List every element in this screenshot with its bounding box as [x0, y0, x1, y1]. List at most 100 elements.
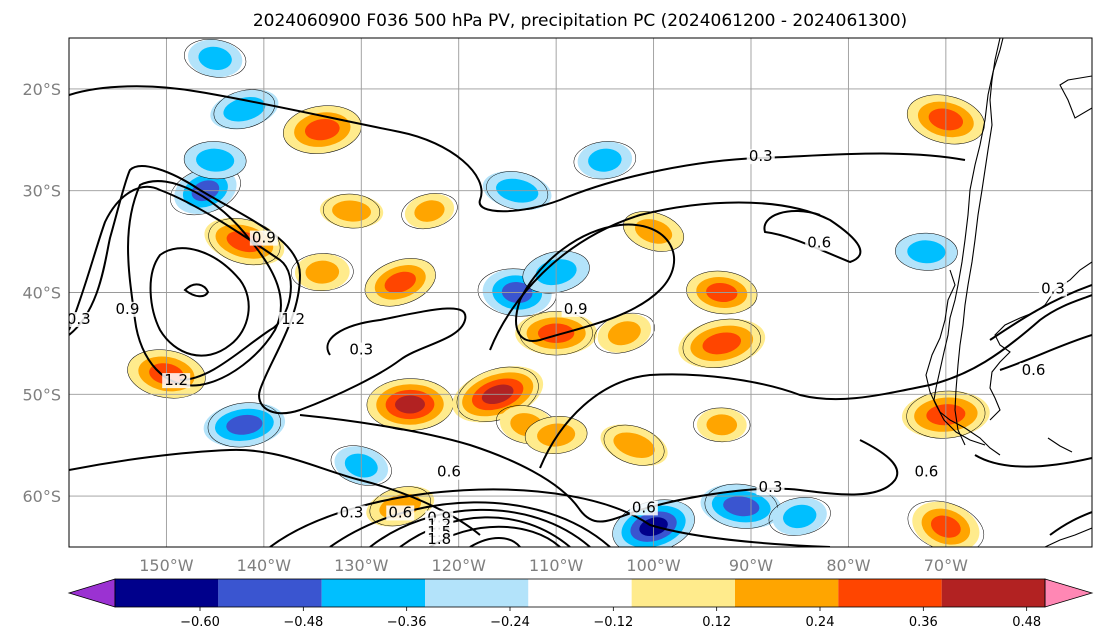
lon-tick-label: 150°W: [139, 556, 194, 575]
precip-blob-ring: [907, 240, 946, 264]
contour-label-bg: [746, 149, 775, 165]
precip-blob-outline: [401, 193, 458, 230]
pv-contour-0.9-south: [469, 537, 521, 547]
lon-tick-label: 70°W: [924, 556, 968, 575]
colorbar-cell: [838, 579, 942, 607]
contour-label: 0.3: [67, 310, 91, 328]
precip-blob-ring: [613, 432, 655, 458]
contour-label: 0.3: [340, 503, 364, 521]
precip-blob-outline: [623, 211, 685, 252]
contour-label: 0.9: [564, 300, 588, 318]
precip-blob: [366, 378, 454, 431]
precip-blob: [184, 39, 247, 78]
contour-label: 0.3: [349, 341, 373, 359]
lon-tick-label: 120°W: [432, 556, 487, 575]
contour-label-bg: [337, 505, 366, 521]
precip-blob: [895, 232, 958, 271]
lon-tick-label: 90°W: [729, 556, 773, 575]
contour-label: 0.6: [1022, 361, 1046, 379]
contour-label-bg: [629, 500, 658, 516]
contour-label-bg: [386, 505, 415, 521]
precip-blob-ring: [226, 414, 263, 435]
pv-contour-0.3-south: [69, 294, 1092, 536]
pv-contour-0.6-east: [489, 201, 862, 351]
colorbar: −0.60 −0.48 −0.36 −0.24 −0.12 0.12 0.24 0.36 0.4…: [67, 578, 1094, 630]
precip-blob-ring: [706, 414, 738, 436]
colorbar-cell: [425, 579, 529, 607]
colorbar-tick-label: −0.24: [490, 615, 530, 630]
colorbar-cell: [941, 579, 1045, 607]
contour-label-bg: [1019, 362, 1048, 378]
precip-blob-outline: [369, 486, 431, 527]
contour-label-bg: [434, 464, 463, 480]
precip-blob: [700, 483, 782, 529]
colorbar-cell: [115, 579, 219, 607]
precip-blob: [573, 141, 637, 180]
precip-blob-ring: [607, 321, 641, 346]
contour-label: 0.9: [116, 300, 140, 318]
contour-label-bg: [69, 312, 93, 328]
pv-contour-0.9-east: [515, 223, 676, 342]
pv-contour-labels: 0.30.60.91.20.90.31.20.90.60.3 0.6 0.91.21…: [67, 147, 1068, 547]
contour-label: 0.3: [759, 478, 783, 496]
contour-label-bg: [805, 235, 834, 251]
lat-tick-label: 50°S: [22, 385, 61, 404]
precip-blob-outline: [907, 500, 985, 547]
contour-label: 0.6: [807, 234, 831, 252]
precip-blob-outline: [686, 270, 758, 315]
lon-tick-label: 80°W: [826, 556, 870, 575]
precip-blob-outline: [183, 141, 247, 180]
latitude-axis: 20°S 30°S 40°S 50°S 60°S: [22, 80, 61, 506]
precip-blob-outline: [522, 250, 590, 294]
pv-contour-east-coast: [974, 284, 1092, 536]
contour-label-bg: [347, 342, 376, 358]
colorbar-cell: [631, 579, 735, 607]
precip-blob-outline: [127, 349, 206, 399]
contour-label: 0.6: [437, 463, 461, 481]
colorbar-tick-label: −0.48: [283, 615, 323, 630]
precip-blob-outline: [323, 193, 381, 229]
contour-label: 0.6: [914, 463, 938, 481]
lon-tick-label: 130°W: [334, 556, 389, 575]
precip-blob: [401, 193, 458, 230]
precip-blob: [768, 497, 831, 536]
precip-blob: [693, 407, 751, 443]
precip-blob-outline: [207, 402, 281, 448]
colorbar-cells: [67, 578, 1094, 608]
colorbar-cell: [321, 579, 425, 607]
colorbar-tick-label: 0.12: [702, 615, 731, 630]
precip-blob: [364, 258, 436, 307]
colorbar-tick-label: −0.36: [387, 615, 427, 630]
contour-label-bg: [113, 301, 142, 317]
contour-label-bg: [756, 480, 785, 496]
contour-label: 0.3: [749, 147, 773, 165]
contour-label-bg: [249, 230, 278, 246]
precip-blob-ring: [304, 118, 340, 141]
colorbar-cell: [218, 579, 322, 607]
colorbar-extend-max: [1044, 578, 1094, 608]
precip-blob-ring: [196, 148, 235, 172]
andes-border: [954, 38, 1001, 446]
precip-blob: [678, 318, 766, 369]
precip-blob-outline: [682, 318, 761, 368]
precip-blob-ring: [395, 395, 425, 414]
precip-blob-ring: [702, 332, 742, 355]
contour-label: 1.2: [281, 310, 305, 328]
contour-label: 0.6: [632, 498, 656, 516]
lat-tick-label: 60°S: [22, 487, 61, 506]
map-frame: [68, 37, 1093, 548]
contour-label: 0.3: [1041, 280, 1065, 298]
colorbar-frame: [114, 578, 1046, 608]
pv-contour-1.5: [183, 283, 210, 298]
pv-contour-0.6-south: [269, 488, 831, 547]
precip-blob: [283, 105, 362, 154]
antarctic-peninsula: [1044, 527, 1092, 547]
precip-blob-outline: [573, 141, 637, 180]
precip-blob-outline: [603, 424, 665, 466]
precip-blob-ring: [783, 504, 817, 529]
lon-tick-label: 140°W: [237, 556, 292, 575]
precip-blob-ring: [723, 496, 760, 517]
colorbar-ticks: −0.60 −0.48 −0.36 −0.24 −0.12 0.12 0.24 0.36 0.4…: [180, 607, 1041, 630]
precip-blob-outline: [364, 258, 436, 307]
contour-label-bg: [912, 464, 941, 480]
